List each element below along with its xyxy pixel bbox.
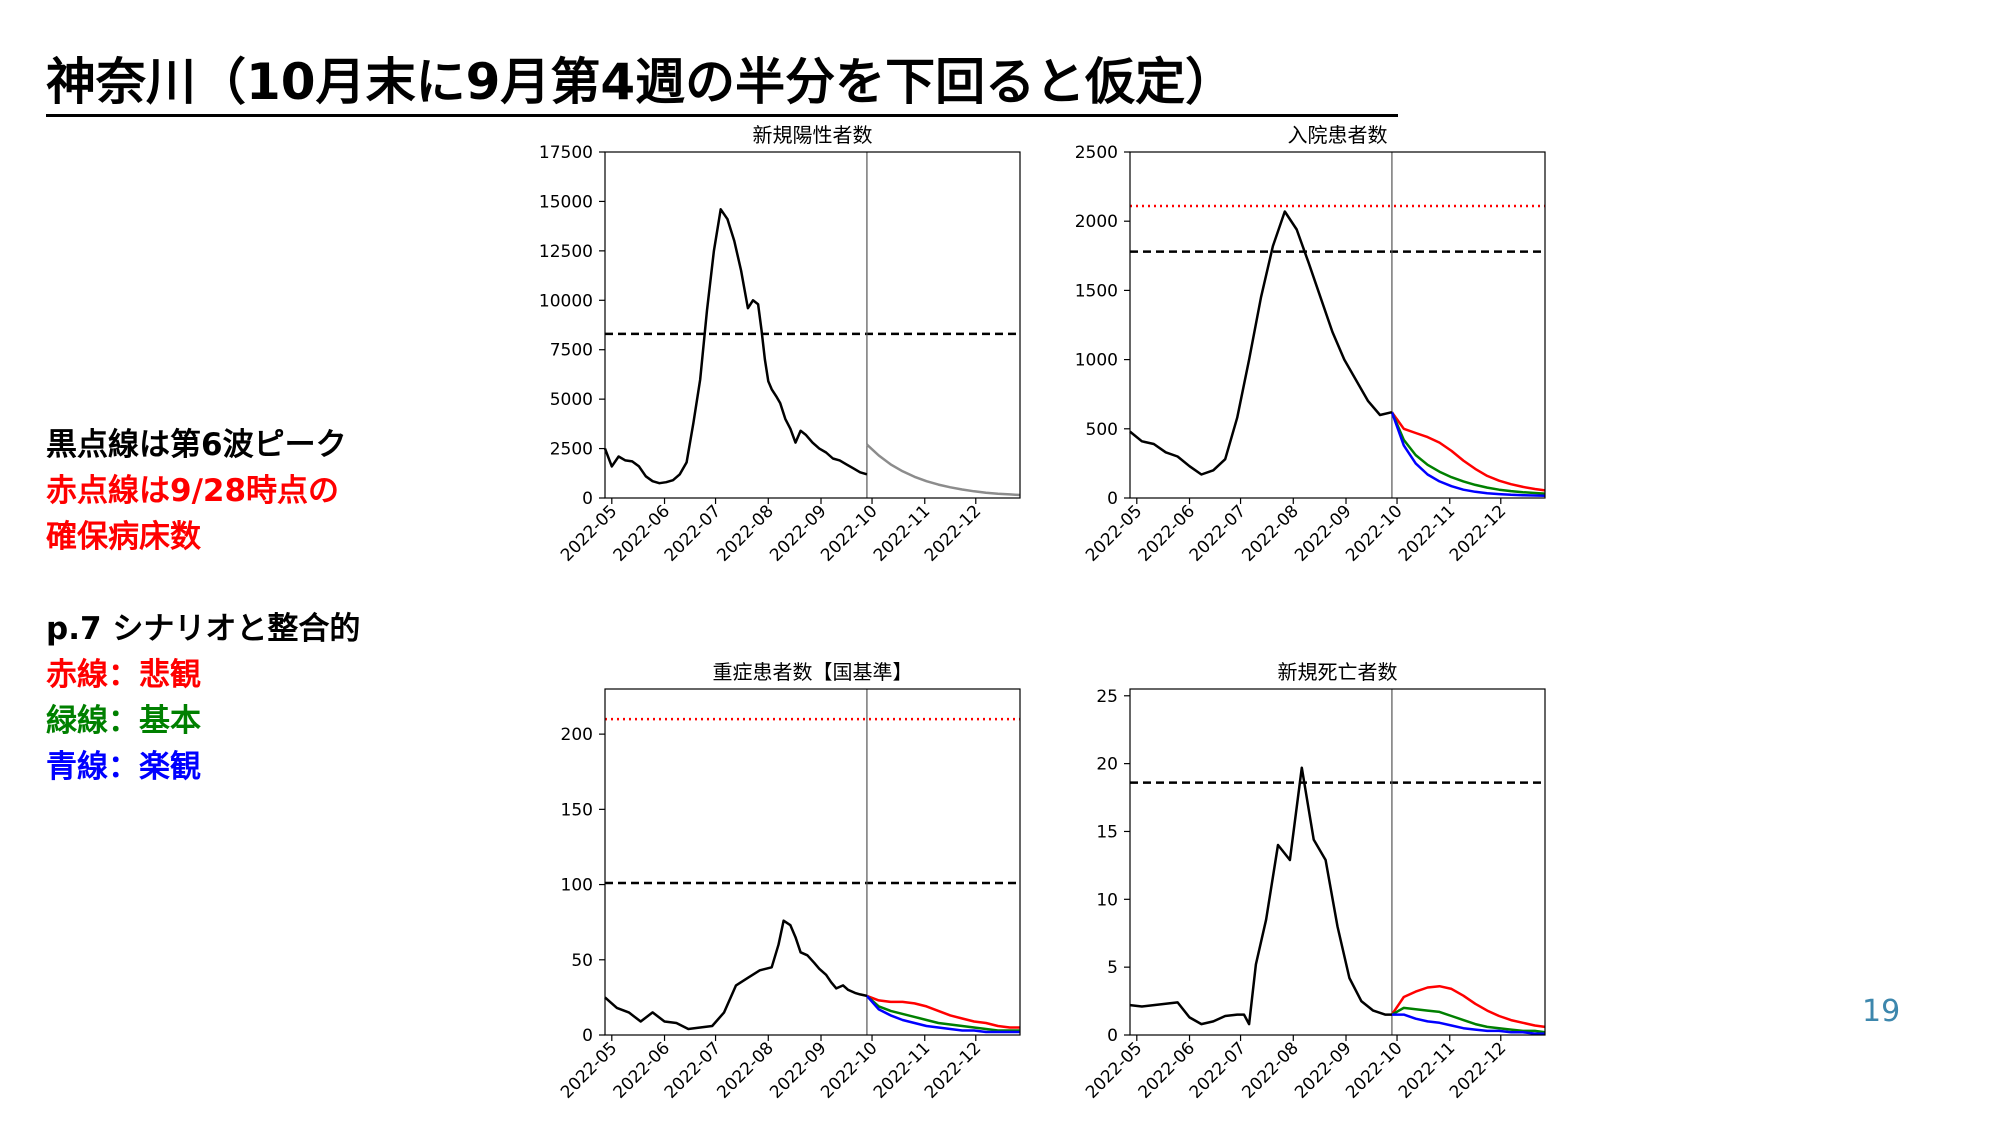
x-tick-label: 2022-07 xyxy=(661,1038,725,1102)
legend-notes: 黒点線は第6波ピーク 赤点線は9/28時点の 確保病床数 p.7 シナリオと整合… xyxy=(46,422,446,790)
page-number: 19 xyxy=(1862,994,1901,1029)
x-tick-label: 2022-10 xyxy=(817,501,881,565)
chart-svg: 新規死亡者数05101520252022-052022-062022-07202… xyxy=(1082,660,1546,1103)
chart-svg: 重症患者数【国基準】0501001502002022-052022-062022… xyxy=(557,660,1021,1103)
y-tick-label: 5000 xyxy=(550,390,593,410)
x-tick-label: 2022-05 xyxy=(1082,501,1146,565)
chart-title: 入院患者数 xyxy=(1288,123,1388,147)
note-bed-capacity-line2: 確保病床数 xyxy=(46,519,201,555)
x-tick-label: 2022-12 xyxy=(921,501,985,565)
x-tick-label: 2022-08 xyxy=(713,501,777,565)
note-bed-capacity-line1: 赤点線は9/28時点の xyxy=(46,473,340,509)
y-tick-label: 1500 xyxy=(1075,281,1118,301)
y-tick-label: 200 xyxy=(561,725,593,745)
x-tick-label: 2022-12 xyxy=(1446,501,1510,565)
optimistic-line xyxy=(865,995,1020,1034)
base-line xyxy=(1390,411,1546,495)
y-tick-label: 500 xyxy=(1086,420,1118,440)
note-scenario-header: p.7 シナリオと整合的 xyxy=(46,611,361,647)
note-spacer xyxy=(46,560,446,606)
note-sixth-wave-peak: 黒点線は第6波ピーク xyxy=(46,427,347,463)
x-tick-label: 2022-12 xyxy=(1446,1038,1510,1102)
x-tick-label: 2022-08 xyxy=(713,1038,777,1102)
actual-line xyxy=(1129,210,1393,476)
y-tick-label: 1000 xyxy=(1075,351,1118,371)
y-tick-label: 25 xyxy=(1096,687,1118,707)
plot-frame xyxy=(604,688,1021,1036)
actual-line xyxy=(603,208,868,485)
chart-new-deaths: 新規死亡者数 0 5 10 15 20 25 2022-05 2022-06 2022-07 202… xyxy=(1045,655,1565,1145)
y-tick-label: 150 xyxy=(561,800,593,820)
optimistic-line xyxy=(1391,1013,1545,1035)
y-tick-label: 0 xyxy=(1107,489,1118,509)
x-tick-label: 2022-07 xyxy=(661,501,725,565)
y-tick-label: 5 xyxy=(1107,958,1118,978)
y-tick-label: 0 xyxy=(582,1026,593,1046)
x-tick-label: 2022-08 xyxy=(1238,1038,1302,1102)
page-title: 神奈川（10月末に9月第4週の半分を下回ると仮定） xyxy=(46,53,1236,111)
y-tick-label: 10000 xyxy=(539,291,593,311)
x-tick-label: 2022-05 xyxy=(557,501,621,565)
x-tick-label: 2022-07 xyxy=(1186,1038,1250,1102)
y-tick-label: 0 xyxy=(1107,1026,1118,1046)
chart-title: 重症患者数【国基準】 xyxy=(713,660,913,684)
y-tick-label: 100 xyxy=(561,876,593,896)
y-tick-label: 2000 xyxy=(1075,212,1118,232)
y-tick-label: 0 xyxy=(582,489,593,509)
pessimistic-line xyxy=(1390,984,1546,1029)
chart-svg: 新規陽性者数 0 2500 5000 7500 10000 12500 15000 17500 2… xyxy=(539,123,1021,566)
note-green-base: 緑線：基本 xyxy=(46,703,201,739)
chart-svg: 入院患者数050010001500200025002022-052022-062… xyxy=(1075,123,1546,566)
y-tick-label: 7500 xyxy=(550,341,593,361)
x-tick-label: 2022-10 xyxy=(1342,1038,1406,1102)
plot-frame xyxy=(1129,151,1546,499)
chart-title: 新規死亡者数 xyxy=(1278,660,1398,684)
x-tick-label: 2022-07 xyxy=(1186,501,1250,565)
actual-line xyxy=(1129,766,1392,1026)
note-blue-optimistic: 青線：楽観 xyxy=(46,749,201,785)
x-tick-label: 2022-10 xyxy=(1342,501,1406,565)
optimistic-line xyxy=(1390,411,1546,498)
y-tick-label: 2500 xyxy=(550,440,593,460)
actual-line xyxy=(604,919,868,1031)
chart-title: 新規陽性者数 xyxy=(753,123,873,147)
note-red-pessimistic: 赤線：悲観 xyxy=(46,657,201,693)
y-tick-label: 10 xyxy=(1096,890,1118,910)
y-tick-label: 12500 xyxy=(539,242,593,262)
title-underline xyxy=(46,114,1398,117)
base-line xyxy=(1391,1006,1546,1034)
y-tick-label: 20 xyxy=(1096,755,1118,775)
plot-frame xyxy=(604,151,1021,499)
pessimistic-line xyxy=(1390,411,1546,492)
y-tick-label: 17500 xyxy=(539,143,593,163)
base-line xyxy=(866,994,1020,1032)
chart-new-positive-cases: 新規陽性者数 0 2500 5000 7500 10000 12500 15000 17500 2… xyxy=(520,118,1040,608)
plot-frame xyxy=(1129,688,1546,1036)
x-tick-label: 2022-10 xyxy=(817,1038,881,1102)
y-tick-label: 15 xyxy=(1096,822,1118,842)
chart-severe-cases: 重症患者数【国基準】 0 50 100 150 200 2022-05 2022-06 2022… xyxy=(520,655,1040,1145)
y-tick-label: 2500 xyxy=(1075,143,1118,163)
y-tick-label: 15000 xyxy=(539,192,593,212)
x-tick-label: 2022-05 xyxy=(557,1038,621,1102)
x-tick-label: 2022-05 xyxy=(1082,1038,1146,1102)
y-tick-label: 50 xyxy=(571,951,593,971)
chart-hospitalized: 入院患者数 0 500 1000 1500 2000 2500 2022-05 2022-06 2… xyxy=(1045,118,1565,608)
x-tick-label: 2022-08 xyxy=(1238,501,1302,565)
projection-line xyxy=(866,443,1021,497)
pessimistic-line xyxy=(866,994,1020,1029)
x-tick-label: 2022-12 xyxy=(921,1038,985,1102)
